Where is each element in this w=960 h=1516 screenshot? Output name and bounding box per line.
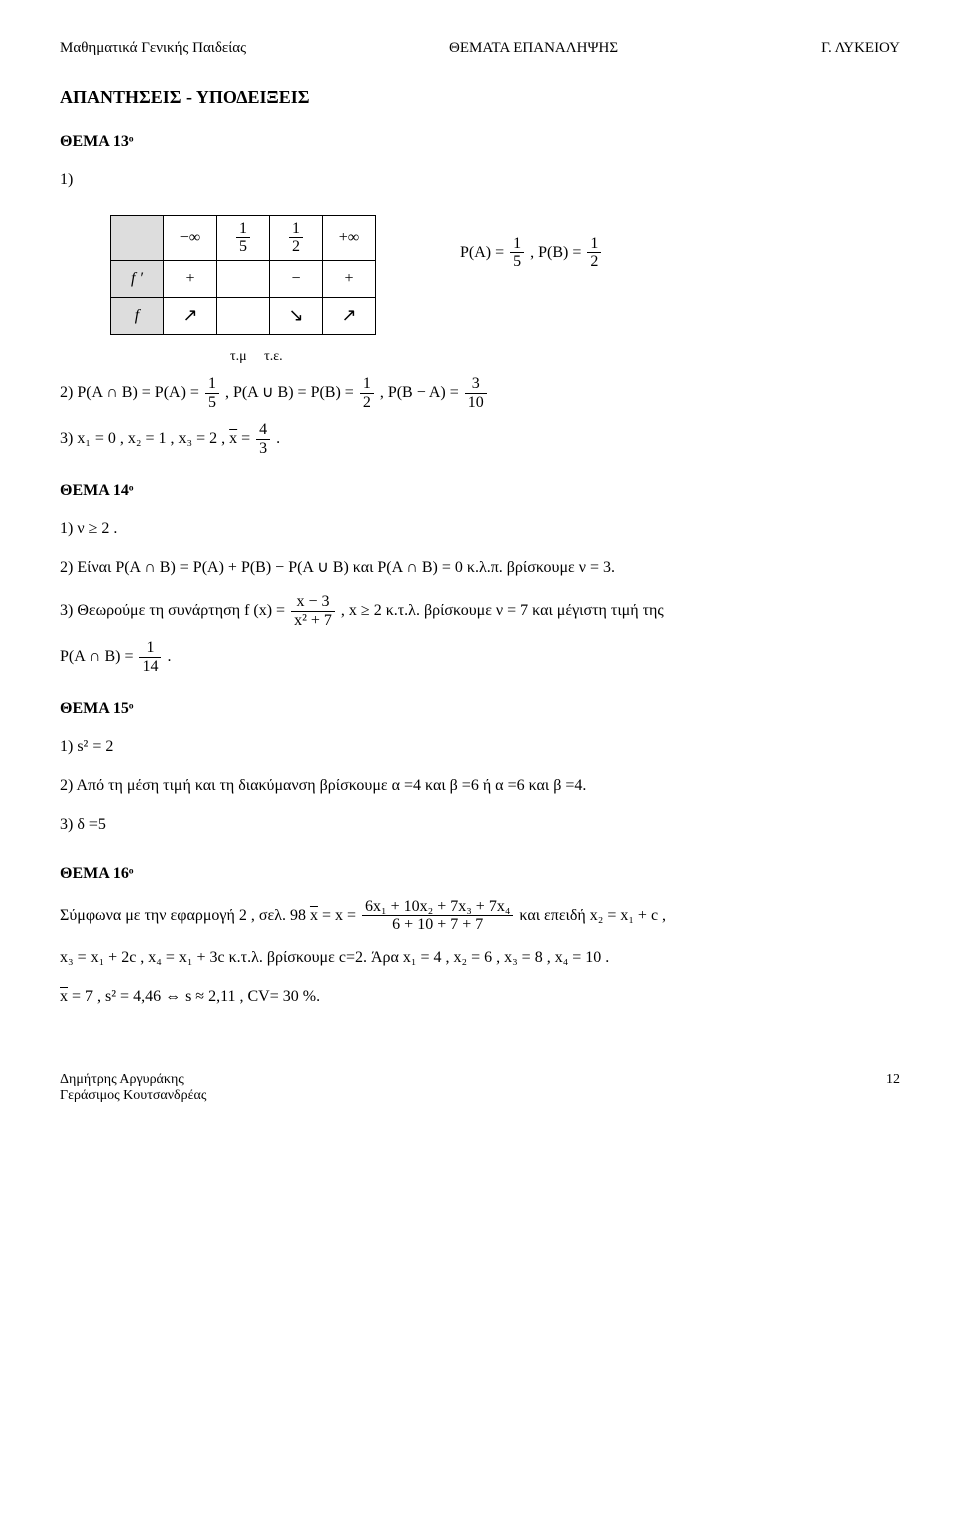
thema14-heading: ΘΕΜΑ 14ᵒ: [60, 482, 900, 500]
thema13-part3: 3) x₁ = 0 , x₂ = 1 , x₃ = 2 , x = 43 .: [60, 421, 900, 457]
thema16-heading: ΘΕΜΑ 16ᵒ: [60, 865, 900, 883]
pos-inf: +∞: [323, 215, 376, 260]
sign-table: −∞ 15 12 +∞ f ′ + − + f: [110, 215, 376, 335]
f-arrow-1: [164, 297, 217, 334]
thema14-l3b: P(Α ∩ Β) = 114 .: [60, 639, 900, 675]
table-caption: τ.μ τ.ε.: [230, 349, 900, 365]
pa-pb-text: P(Α) = 15 , P(Β) = 12: [460, 235, 603, 271]
crit-val-1: 15: [217, 215, 270, 260]
crit-val-2: 12: [270, 215, 323, 260]
thema13-table-wrap: −∞ 15 12 +∞ f ′ + − + f P(Α) = 15 , P(Β): [60, 205, 900, 365]
thema16-l3: x = 7 , s² = 4,46 ⇔ s ≈ 2,11 , CV= 30 %.: [60, 983, 900, 1012]
thema15-l2: 2) Από τη μέση τιμή και τη διακύμανση βρ…: [60, 772, 900, 801]
fp-sign-2: −: [270, 260, 323, 297]
fp-blank1: [217, 260, 270, 297]
footer-authors: Δημήτρης Αργυράκης Γεράσιμος Κουτσανδρέα…: [60, 1072, 206, 1104]
header-left: Μαθηματικά Γενικής Παιδείας: [60, 40, 246, 57]
header-right: Γ. ΛΥΚΕΙΟΥ: [821, 40, 900, 57]
page-header: Μαθηματικά Γενικής Παιδείας ΘΕΜΑΤΑ ΕΠΑΝΑ…: [60, 40, 900, 57]
header-center: ΘΕΜΑΤΑ ΕΠΑΝΑΛΗΨΗΣ: [449, 40, 618, 57]
thema15-heading: ΘΕΜΑ 15ᵒ: [60, 700, 900, 718]
thema13-heading: ΘΕΜΑ 13ᵒ: [60, 133, 900, 151]
fp-sign-3: +: [323, 260, 376, 297]
f-arrow-2: [270, 297, 323, 334]
fp-sign-1: +: [164, 260, 217, 297]
fprime-label: f ′: [111, 260, 164, 297]
main-title: ΑΠΑΝΤΗΣΕΙΣ - ΥΠΟΔΕΙΞΕΙΣ: [60, 87, 900, 108]
thema13-part1-label: 1): [60, 166, 900, 195]
neg-inf: −∞: [164, 215, 217, 260]
page-footer: Δημήτρης Αργυράκης Γεράσιμος Κουτσανδρέα…: [60, 1072, 900, 1104]
thema16-l2: x₃ = x₁ + 2c , x₄ = x₁ + 3c κ.τ.λ. βρίσκ…: [60, 944, 900, 973]
thema15-l3: 3) δ =5: [60, 811, 900, 840]
page-number: 12: [886, 1072, 900, 1104]
f-blank1: [217, 297, 270, 334]
sign-table-corner: [111, 215, 164, 260]
thema14-l2: 2) Είναι P(Α ∩ Β) = P(Α) + P(Β) − P(Α ∪ …: [60, 554, 900, 583]
thema13-part2: 2) P(Α ∩ Β) = P(Α) = 15 , P(Α ∪ Β) = P(Β…: [60, 375, 900, 411]
thema14-l1: 1) ν ≥ 2 .: [60, 515, 900, 544]
f-arrow-3: [323, 297, 376, 334]
thema15-l1: 1) s² = 2: [60, 733, 900, 762]
thema14-l3: 3) Θεωρούμε τη συνάρτηση f (x) = x − 3x²…: [60, 593, 900, 629]
f-label: f: [111, 297, 164, 334]
thema16-l1: Σύμφωνα με την εφαρμογή 2 , σελ. 98 x = …: [60, 898, 900, 934]
